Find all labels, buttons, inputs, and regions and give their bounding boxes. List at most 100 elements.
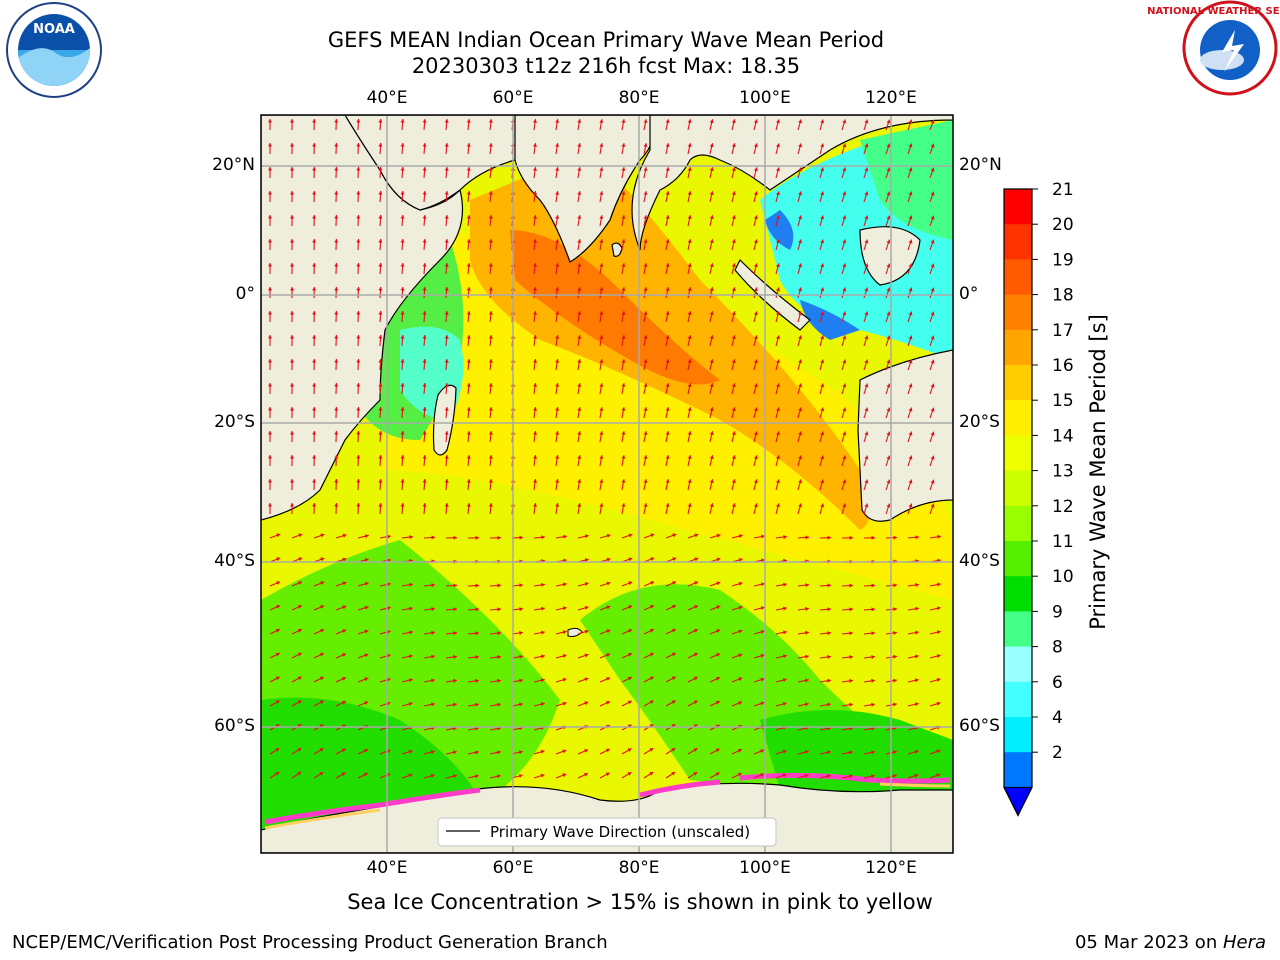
wave-arrow-head xyxy=(776,431,780,436)
wave-arrow-head xyxy=(555,383,560,387)
wave-arrow-head xyxy=(849,583,853,588)
wave-arrow-head xyxy=(709,119,714,124)
wave-arrow-head xyxy=(820,167,825,172)
wave-arrow-head xyxy=(519,630,523,635)
wave-arrow-head xyxy=(643,215,648,219)
wave-arrow-head xyxy=(519,583,523,588)
wave-arrow-head xyxy=(820,143,825,148)
lat-tick-left: 0° xyxy=(235,284,255,304)
wave-arrow-head xyxy=(731,359,736,364)
wave-arrow-head xyxy=(533,191,538,195)
wave-arrow-head xyxy=(930,311,935,316)
wave-arrow-head xyxy=(312,335,317,339)
wave-arrow-head xyxy=(533,167,538,171)
wave-arrow-head xyxy=(386,582,391,587)
wave-arrow-head xyxy=(453,535,457,540)
wave-arrow-head xyxy=(908,335,913,340)
wave-arrow-head xyxy=(378,503,383,507)
wave-arrow-head xyxy=(444,239,449,243)
wave-arrow-head xyxy=(555,263,560,267)
wave-arrow-head xyxy=(886,431,891,436)
wave-arrow-head xyxy=(577,479,582,483)
wave-arrow-head xyxy=(606,629,611,634)
wave-arrow-head xyxy=(268,311,273,315)
wave-arrow-head xyxy=(886,239,891,244)
wave-arrow-head xyxy=(268,263,273,267)
wave-arrow-head xyxy=(805,583,809,588)
wave-arrow-head xyxy=(444,191,449,195)
wave-arrow-head xyxy=(466,287,471,291)
wave-arrow-head xyxy=(628,629,633,633)
wave-arrow-head xyxy=(621,455,626,459)
wave-arrow-head xyxy=(798,191,803,196)
wave-arrow-head xyxy=(453,631,457,636)
wave-arrow-head xyxy=(798,119,803,124)
wave-arrow-head xyxy=(820,191,825,196)
wave-arrow-head xyxy=(606,653,611,657)
colorbar-segment xyxy=(1004,435,1032,472)
lon-tick-bottom: 120°E xyxy=(865,858,917,878)
wave-arrow-head xyxy=(709,263,714,268)
wave-arrow-head xyxy=(555,143,560,147)
wave-arrow-head xyxy=(709,239,714,244)
wave-arrow-head xyxy=(776,167,780,172)
wave-arrow-head xyxy=(709,431,714,436)
land-southeast-asia xyxy=(631,115,953,251)
wave-arrow-head xyxy=(488,407,493,411)
wave-arrow-head xyxy=(400,431,405,435)
wave-arrow-head xyxy=(497,702,501,707)
wave-arrow-head xyxy=(475,702,479,707)
wave-arrow-head xyxy=(864,215,869,220)
wave-arrow-head xyxy=(577,431,582,435)
wave-arrow-head xyxy=(893,535,897,540)
wave-arrow-head xyxy=(643,287,648,291)
wave-arrow-head xyxy=(709,455,714,460)
wave-arrow-head xyxy=(298,605,302,609)
wave-arrow-head xyxy=(627,700,632,705)
colorbar-segment xyxy=(1004,717,1032,753)
wave-arrow-head xyxy=(627,676,632,681)
wave-arrow-head xyxy=(908,503,913,508)
wave-arrow-head xyxy=(488,359,493,363)
wave-arrow-head xyxy=(776,119,780,124)
wave-arrow-head xyxy=(716,605,721,610)
wave-arrow-head xyxy=(930,407,935,412)
wave-arrow-head xyxy=(356,407,361,411)
wave-arrow-head xyxy=(737,772,742,777)
wave-arrow-head xyxy=(364,605,369,610)
wave-arrow-head xyxy=(584,772,588,777)
wave-arrow-head xyxy=(621,167,626,171)
wave-arrow-head xyxy=(820,215,825,220)
wave-arrow-head xyxy=(584,749,589,753)
wave-arrow-head xyxy=(356,263,361,267)
wave-arrow-head xyxy=(268,503,273,507)
wave-arrow-head xyxy=(753,167,758,172)
wave-arrow-head xyxy=(334,479,339,483)
wave-arrow-head xyxy=(599,119,604,123)
colorbar-segment xyxy=(1004,189,1032,225)
wave-arrow-head xyxy=(488,263,493,267)
wave-arrow-head xyxy=(319,772,324,776)
wave-arrow-head xyxy=(864,479,869,484)
wave-arrow-head xyxy=(466,263,471,267)
wave-arrow-head xyxy=(804,702,809,707)
wave-arrow-head xyxy=(606,533,611,538)
wave-arrow-head xyxy=(268,335,273,339)
colorbar: 21 20 19 18 17 16 15 14 13 12 11 10 9 8 6 4 2 xyxy=(1003,180,1074,817)
wave-arrow-head xyxy=(753,455,758,460)
wave-arrow-head xyxy=(886,359,891,364)
wave-arrow-head xyxy=(488,167,493,171)
wave-arrow-head xyxy=(444,503,449,507)
wave-arrow-head xyxy=(783,630,787,635)
wave-arrow-head xyxy=(621,503,626,507)
wave-arrow-head xyxy=(760,606,765,611)
lon-tick-top: 100°E xyxy=(739,88,791,108)
wave-arrow-head xyxy=(422,239,427,243)
wave-arrow-head xyxy=(555,287,560,291)
wave-arrow-head xyxy=(364,677,369,682)
wave-arrow-head xyxy=(276,605,280,609)
wave-arrow-head xyxy=(798,215,803,220)
wave-arrow-head xyxy=(842,359,847,364)
wave-arrow-head xyxy=(687,311,692,316)
wave-arrow-head xyxy=(562,630,567,635)
